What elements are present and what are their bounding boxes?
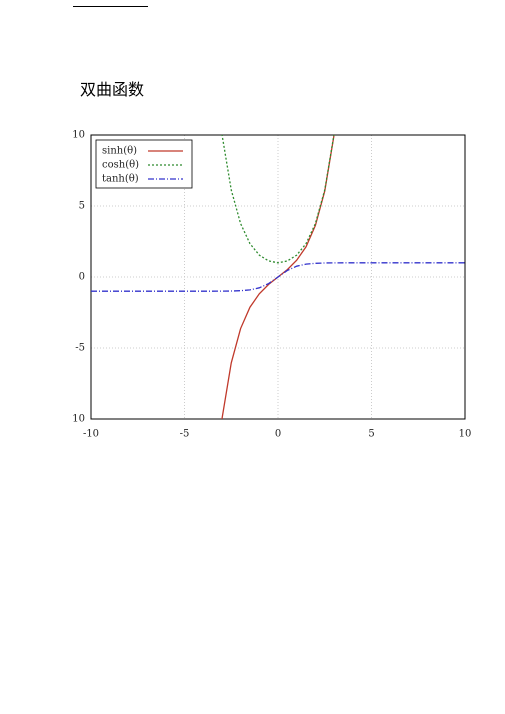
legend-label: cosh(θ) <box>102 160 139 171</box>
x-tick-label: 5 <box>368 429 374 440</box>
heading: 双曲函数 <box>80 80 145 99</box>
y-tick-label: 0 <box>79 272 85 283</box>
x-tick-label: -10 <box>83 429 99 440</box>
legend-label: tanh(θ) <box>102 174 139 185</box>
rule <box>73 6 148 7</box>
legend-label: sinh(θ) <box>102 146 137 157</box>
x-tick-label: -5 <box>180 429 190 440</box>
series-line <box>221 135 335 264</box>
y-tick-label: 5 <box>79 201 85 212</box>
x-tick-label: 0 <box>275 429 281 440</box>
x-tick-label: 10 <box>459 429 472 440</box>
y-tick-label: 10 <box>72 414 85 425</box>
plot-area <box>91 135 465 419</box>
legend-box <box>95 139 193 189</box>
y-tick-label: -5 <box>75 343 85 354</box>
legend: sinh(θ) cosh(θ) tanh(θ) <box>95 139 193 189</box>
y-tick-label: 10 <box>72 130 85 141</box>
plot-frame <box>90 134 466 420</box>
series-line <box>91 262 465 292</box>
chart: 10 -5 0 5 10 -10 -5 0 5 10 sinh(θ) cosh(θ) tanh(θ) <box>72 130 472 440</box>
